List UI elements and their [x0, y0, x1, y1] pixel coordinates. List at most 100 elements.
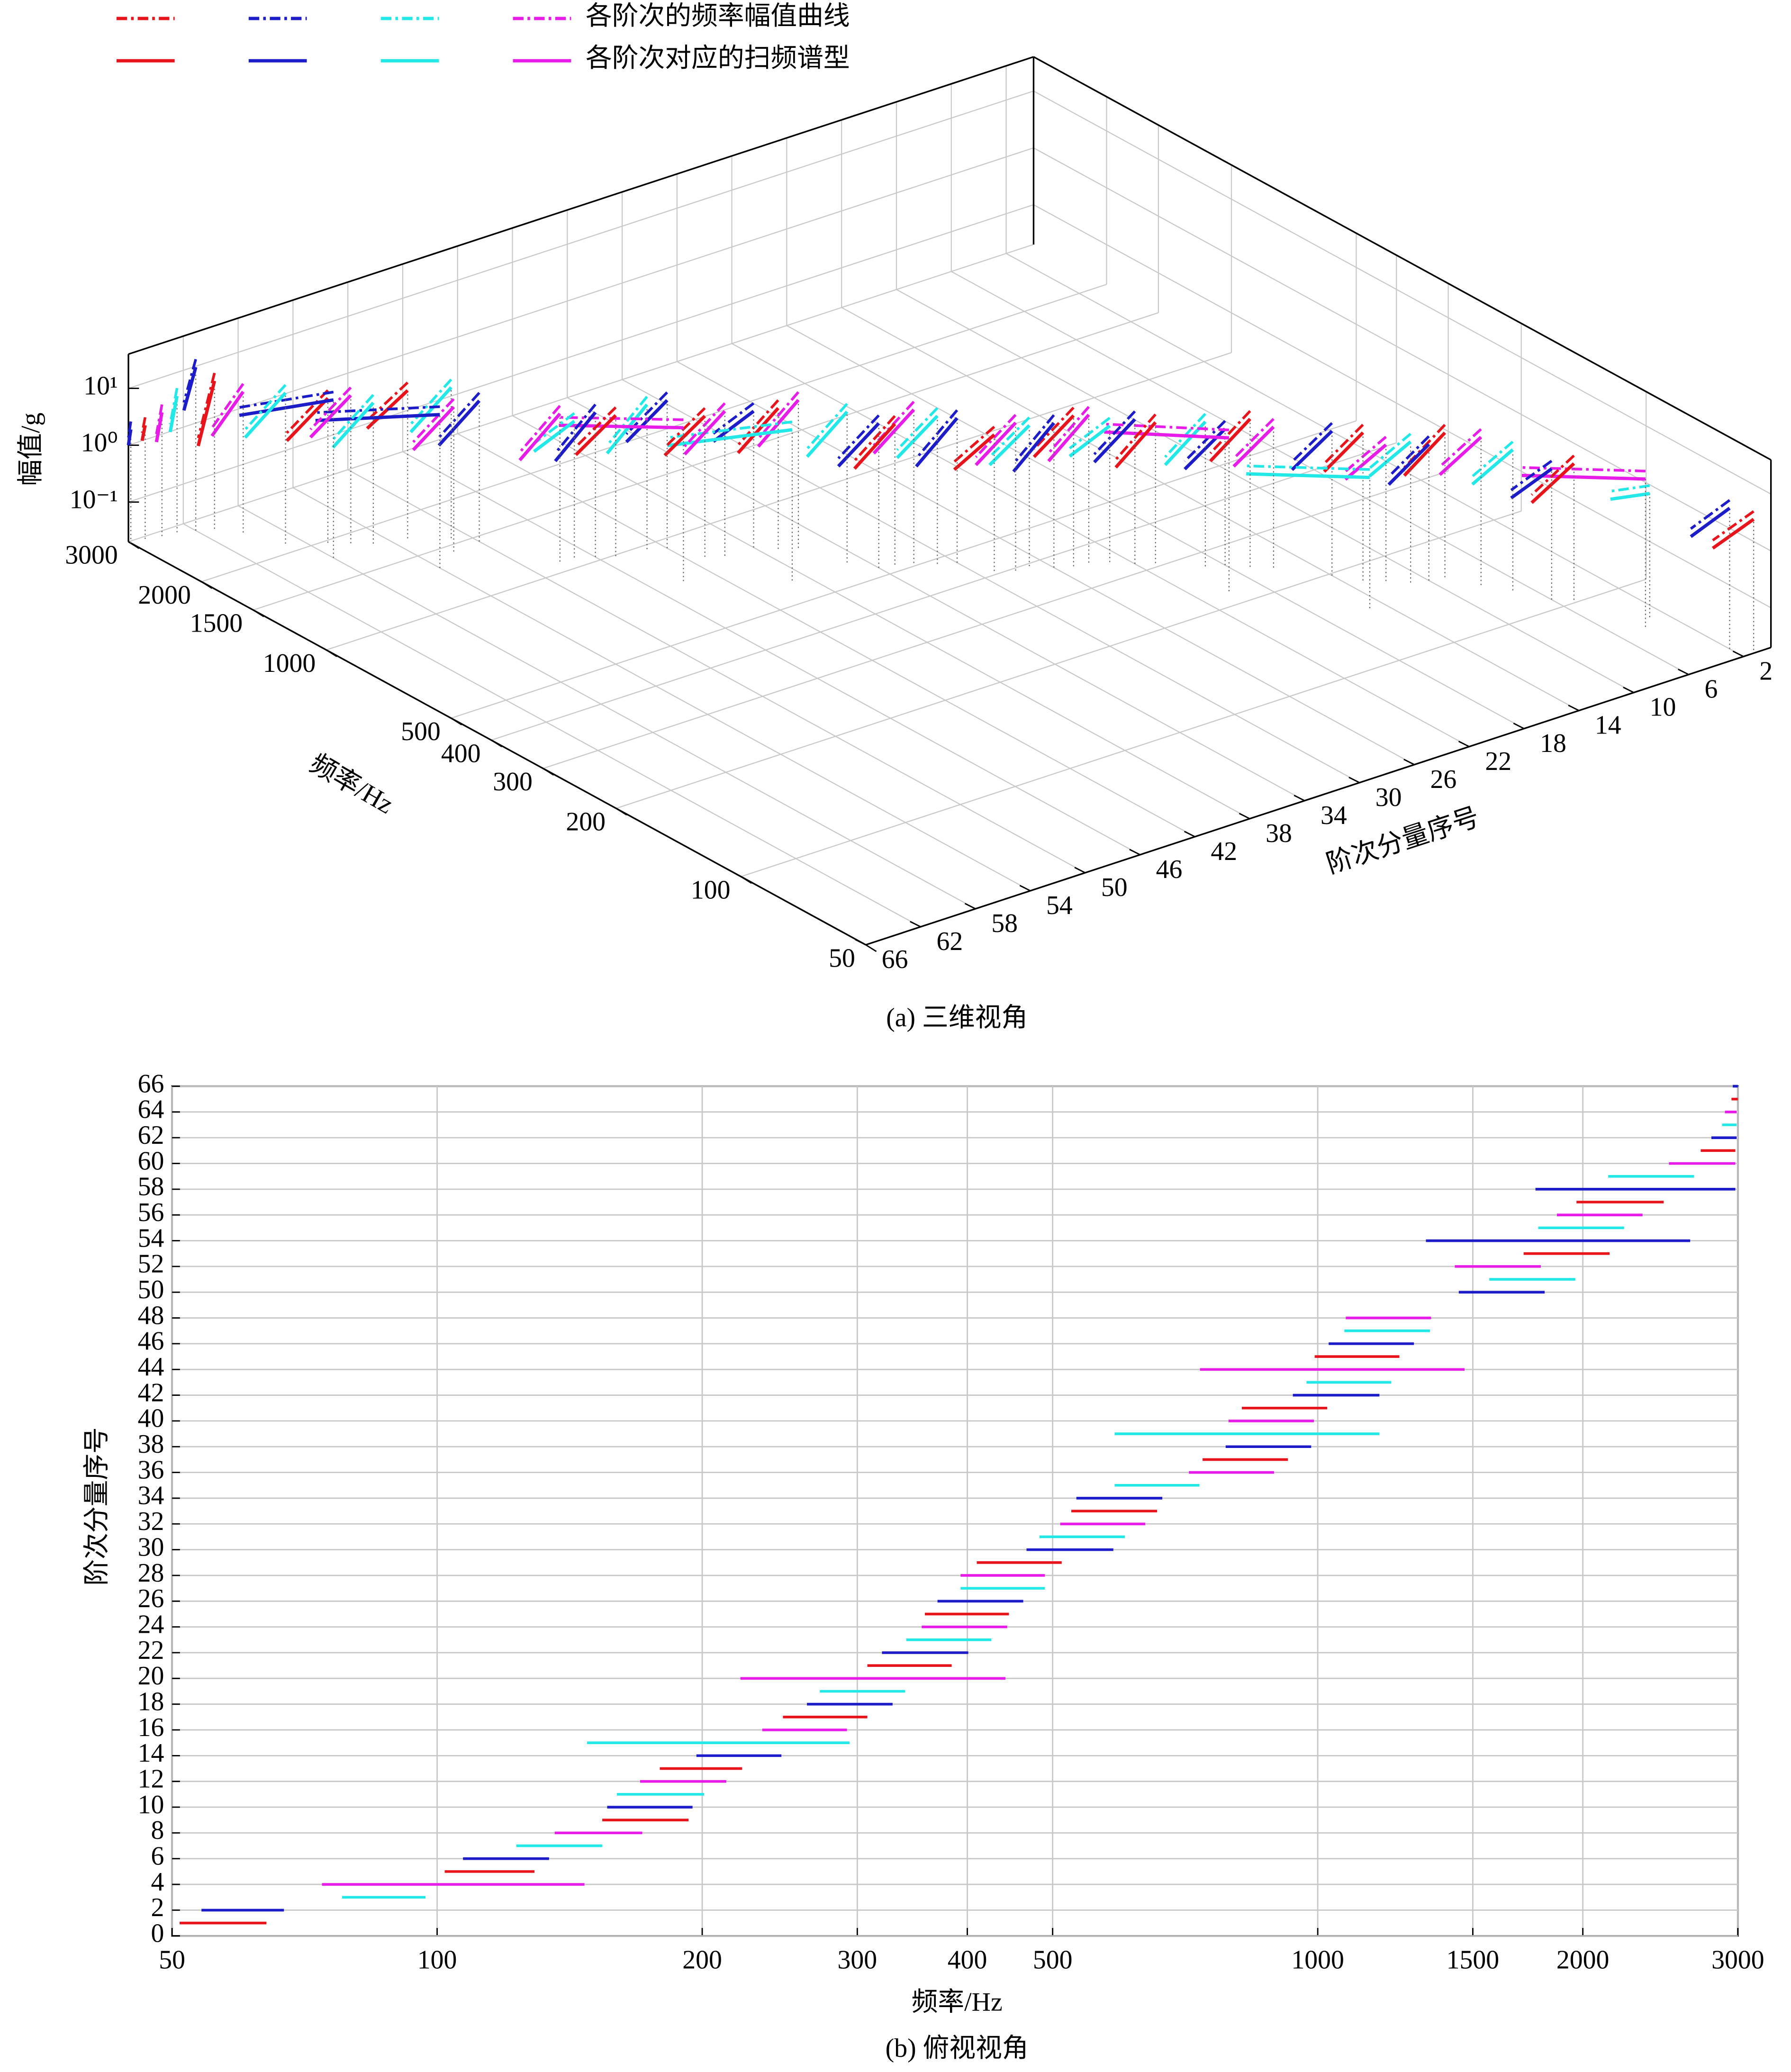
amplitude-curve — [737, 399, 779, 446]
amplitude-curve — [182, 359, 197, 403]
y-tick-label: 50 — [1101, 873, 1128, 902]
tick-mark — [615, 807, 627, 816]
amplitude-curve — [837, 414, 880, 460]
x-tick-label: 200 — [682, 1945, 722, 1974]
y-tick-label: 14 — [1595, 711, 1621, 740]
x-tick-label: 2000 — [138, 580, 191, 610]
y-tick-label: 30 — [138, 1532, 164, 1562]
amplitude-curve — [1471, 441, 1514, 478]
y-tick-label: 54 — [138, 1223, 164, 1253]
y-tick-label: 58 — [138, 1172, 164, 1202]
amplitude-curve — [239, 390, 334, 409]
amplitude-curve — [1368, 433, 1411, 470]
x-tick-label: 3000 — [1711, 1945, 1764, 1974]
x-tick-label: 400 — [948, 1945, 987, 1974]
y-tick-label: 64 — [138, 1095, 164, 1124]
grid-line — [1033, 147, 1772, 552]
sweep-curve — [554, 411, 597, 462]
grid-line — [951, 271, 1689, 675]
sweep-curve — [574, 414, 617, 456]
sweep-curve — [168, 396, 179, 433]
chart-title: (a) 三维视角 — [886, 1003, 1028, 1032]
tick-mark — [1403, 759, 1415, 766]
sweep-curve — [412, 406, 455, 452]
plot-area — [171, 1085, 1739, 1937]
sweep-curve — [1438, 435, 1483, 476]
sweep-curve — [1344, 443, 1387, 481]
tick-mark — [1513, 723, 1525, 729]
sweep-curve — [210, 390, 245, 437]
tick-mark — [910, 921, 921, 928]
y-tick-label: 26 — [1430, 765, 1457, 794]
y-tick-label: 34 — [1321, 801, 1347, 830]
sweep-curve — [853, 423, 896, 470]
grid-line — [1033, 90, 1772, 495]
sweep-curve — [1690, 507, 1731, 538]
x-tick-label: 50 — [159, 1945, 185, 1974]
y-tick-label: 50 — [138, 1275, 164, 1304]
x-tick-label: 1500 — [190, 609, 243, 638]
sweep-curve — [1368, 440, 1412, 478]
y-tick-label: 48 — [138, 1301, 164, 1330]
sweep-curve — [896, 415, 939, 459]
y-tick-label: 22 — [138, 1636, 164, 1665]
grid-line — [841, 307, 1579, 711]
sweep-curve — [409, 386, 452, 434]
y-tick-label: 22 — [1485, 747, 1511, 776]
sweep-curve — [1209, 417, 1251, 462]
grid-line — [543, 470, 1448, 769]
amplitude-curve — [1712, 510, 1755, 542]
sweep-curve — [737, 407, 780, 454]
sweep-curve — [606, 403, 649, 455]
amplitude-curve — [1068, 416, 1111, 450]
sweep-curve — [1184, 427, 1227, 470]
y-tick-label: 24 — [138, 1610, 164, 1639]
tick-mark — [1184, 831, 1195, 838]
sweep-curve — [872, 408, 915, 455]
y-tick-label: 60 — [138, 1146, 164, 1176]
amplitude-curve — [1530, 454, 1575, 496]
sweep-curve — [1471, 448, 1514, 486]
amplitude-curve — [806, 403, 848, 450]
x-tick-label: 100 — [691, 875, 731, 905]
y-axis-label: 阶次分量序号 — [82, 1427, 111, 1586]
amplitude-curve — [1323, 424, 1364, 465]
x-tick-label: 50 — [829, 943, 855, 973]
amplitude-curve — [210, 383, 244, 429]
grid-line — [1033, 204, 1772, 608]
amplitude-curve — [1510, 460, 1553, 491]
legend-label: 各阶次的频率幅值曲线 — [586, 1, 850, 31]
tick-mark — [1732, 651, 1744, 657]
sweep-curve — [837, 422, 880, 468]
amplitude-curve — [988, 416, 1031, 458]
z-tick-label: 10¹ — [83, 371, 118, 400]
axis-line — [128, 56, 1034, 355]
y-tick-label: 38 — [138, 1430, 164, 1459]
x-tick-label: 1000 — [1291, 1945, 1344, 1974]
tick-mark — [1074, 867, 1086, 874]
x-axis-label: 频率/Hz — [912, 1988, 1003, 2017]
tick-mark — [543, 768, 554, 776]
grid-line — [512, 415, 1250, 819]
grid-line — [896, 289, 1634, 693]
grid-line — [292, 487, 1031, 891]
tick-mark — [1129, 849, 1140, 856]
sweep-curve — [1114, 421, 1157, 469]
sweep-curve — [1711, 518, 1755, 550]
amplitude-curve — [554, 403, 597, 454]
tick-mark — [128, 541, 140, 549]
tick-mark — [1678, 669, 1689, 675]
sweep-curve — [667, 428, 793, 447]
tick-mark — [253, 609, 264, 617]
amplitude-curve — [244, 384, 287, 431]
tick-mark — [1019, 885, 1031, 892]
y-tick-label: 2 — [1759, 657, 1773, 686]
y-tick-label: 6 — [1704, 675, 1718, 704]
y-tick-label: 42 — [1211, 837, 1237, 866]
amplitude-curve — [332, 394, 374, 441]
y-tick-label: 66 — [882, 945, 908, 974]
amplitude-curve — [712, 402, 755, 435]
amplitude-curve — [1291, 422, 1333, 463]
y-tick-label: 18 — [1540, 729, 1566, 758]
y-tick-label: 28 — [138, 1558, 164, 1588]
